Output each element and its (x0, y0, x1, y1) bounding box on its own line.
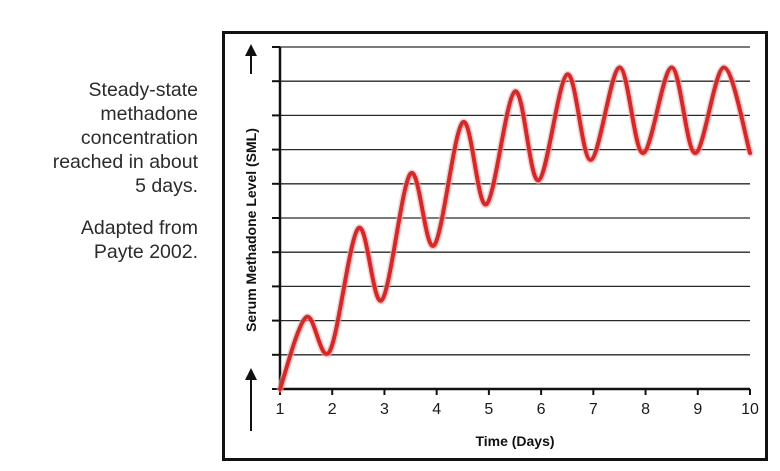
x-tick-label: 10 (741, 401, 759, 418)
caption-line: Adapted from (80, 217, 198, 239)
x-tick-label: 2 (328, 401, 337, 418)
caption-paragraph-2: Adapted from Payte 2002. (0, 216, 198, 264)
caption-line: concentration (80, 127, 198, 149)
series-layer (276, 64, 754, 393)
caption-paragraph-1: Steady-state methadone concentration rea… (0, 78, 198, 198)
chart-caption: Steady-state methadone concentration rea… (0, 78, 198, 282)
y-arrow-upper-head (245, 44, 257, 56)
caption-line: reached in about (52, 151, 198, 173)
axes (245, 44, 751, 431)
y-axis-title: Serum Methadone Level (SML) (243, 128, 259, 332)
caption-line: 5 days. (135, 175, 198, 197)
x-tick-label: 7 (589, 401, 598, 418)
y-arrow-lower-head (245, 368, 257, 380)
line-chart: 1 2 3 4 5 6 7 8 9 10 Time (Days) Serum Methadone … (243, 44, 759, 449)
x-tick-label: 3 (380, 401, 389, 418)
caption-line: Payte 2002. (93, 241, 198, 263)
caption-line: Steady-state (88, 79, 198, 101)
x-axis-title: Time (Days) (475, 433, 554, 449)
grid-lines (280, 46, 750, 356)
x-tick-label: 8 (641, 401, 650, 418)
caption-line: methadone (100, 103, 198, 125)
x-tick-label: 4 (432, 401, 441, 418)
x-tick-labels: 1 2 3 4 5 6 7 8 9 10 (276, 401, 759, 418)
x-tick-label: 5 (484, 401, 493, 418)
x-tick-label: 1 (276, 401, 285, 418)
chart-panel: 1 2 3 4 5 6 7 8 9 10 Time (Days) Serum Methadone … (222, 31, 768, 461)
series-line (278, 65, 752, 391)
x-tick-label: 9 (693, 401, 702, 418)
x-tick-label: 6 (537, 401, 546, 418)
